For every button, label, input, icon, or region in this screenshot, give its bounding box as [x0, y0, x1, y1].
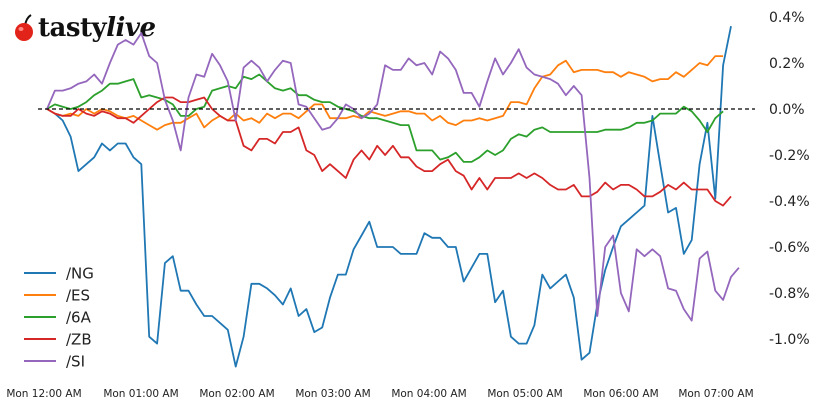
y-tick-label: -0.6% [769, 240, 810, 256]
legend-label: /NG [66, 265, 94, 283]
legend-label: /ES [66, 287, 90, 305]
y-tick-label: 0.4% [769, 10, 805, 26]
brand-text-italic: live [106, 13, 156, 43]
y-tick-label: -0.4% [769, 194, 810, 210]
x-tick-label: Mon 02:00 AM [199, 388, 274, 400]
plot-area [46, 26, 740, 368]
y-tick-label: -1.0% [769, 332, 810, 348]
brand-text: tasty [38, 13, 107, 43]
x-tick-label: Mon 12:00 AM [6, 388, 81, 400]
x-tick-label: Mon 01:00 AM [103, 388, 178, 400]
series-line-zb [46, 96, 732, 207]
y-axis: 0.4% 0.2% 0.0% -0.2% -0.4% -0.6% -0.8% -1.0% [769, 10, 810, 348]
series-line-ng [46, 26, 732, 368]
legend-item: /SI [24, 353, 85, 371]
series-line-6a [46, 73, 724, 163]
cherry-icon [15, 14, 33, 41]
x-tick-label: Mon 03:00 AM [295, 388, 370, 400]
x-tick-label: Mon 07:00 AM [678, 388, 753, 400]
x-axis: Mon 12:00 AM Mon 01:00 AM Mon 02:00 AM Mon … [6, 388, 753, 400]
legend-label: /ZB [66, 331, 92, 349]
tastylive-logo: tastylive [12, 12, 156, 44]
series-line-si [46, 32, 740, 322]
y-tick-label: 0.0% [769, 102, 805, 118]
y-tick-label: -0.8% [769, 286, 810, 302]
legend-label: /6A [66, 309, 92, 327]
legend-item: /ES [24, 287, 90, 305]
legend-item: /NG [24, 265, 94, 283]
y-tick-label: -0.2% [769, 148, 810, 164]
legend-item: /6A [24, 309, 92, 327]
brand-wordmark: tastylive [38, 12, 156, 44]
x-tick-label: Mon 05:00 AM [487, 388, 562, 400]
series-line-es [46, 55, 724, 131]
y-tick-label: 0.2% [769, 56, 805, 72]
x-tick-label: Mon 06:00 AM [583, 388, 658, 400]
legend-item: /ZB [24, 331, 92, 349]
legend-label: /SI [66, 353, 85, 371]
legend: /NG/ES/6A/ZB/SI [24, 265, 94, 371]
x-tick-label: Mon 04:00 AM [391, 388, 466, 400]
